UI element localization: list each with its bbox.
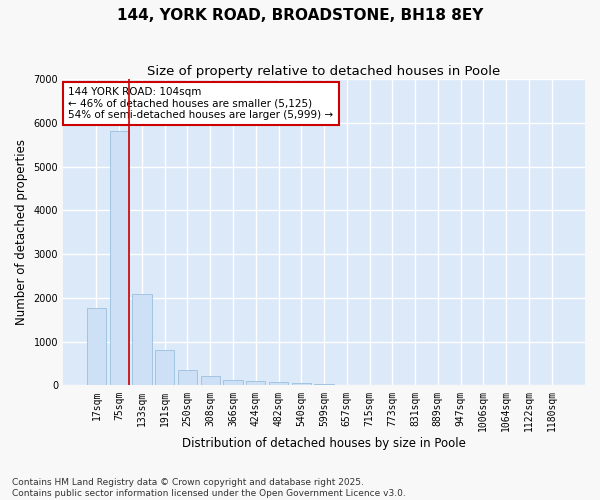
Bar bbox=[292, 384, 311, 386]
Bar bbox=[155, 350, 175, 386]
Bar bbox=[87, 308, 106, 386]
Bar bbox=[314, 384, 334, 386]
Bar bbox=[223, 380, 242, 386]
X-axis label: Distribution of detached houses by size in Poole: Distribution of detached houses by size … bbox=[182, 437, 466, 450]
Bar bbox=[200, 376, 220, 386]
Y-axis label: Number of detached properties: Number of detached properties bbox=[15, 140, 28, 326]
Bar bbox=[178, 370, 197, 386]
Text: Contains HM Land Registry data © Crown copyright and database right 2025.
Contai: Contains HM Land Registry data © Crown c… bbox=[12, 478, 406, 498]
Bar bbox=[110, 131, 129, 386]
Text: 144, YORK ROAD, BROADSTONE, BH18 8EY: 144, YORK ROAD, BROADSTONE, BH18 8EY bbox=[117, 8, 483, 22]
Bar bbox=[269, 382, 288, 386]
Bar bbox=[132, 294, 152, 386]
Title: Size of property relative to detached houses in Poole: Size of property relative to detached ho… bbox=[148, 65, 500, 78]
Bar bbox=[246, 381, 265, 386]
Text: 144 YORK ROAD: 104sqm
← 46% of detached houses are smaller (5,125)
54% of semi-d: 144 YORK ROAD: 104sqm ← 46% of detached … bbox=[68, 87, 334, 120]
